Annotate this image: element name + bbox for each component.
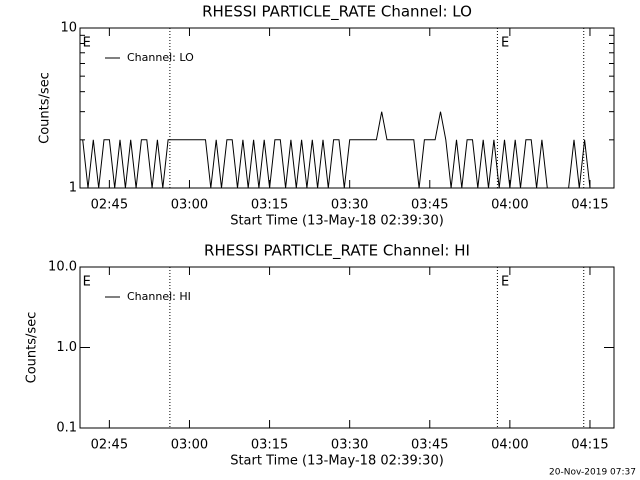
y-tick-label: 1 xyxy=(69,181,77,196)
x-tick-label: 03:00 xyxy=(171,438,208,453)
x-tick-label: 04:15 xyxy=(571,198,608,213)
annotation: E xyxy=(83,36,91,51)
legend-label: Channel: HI xyxy=(127,290,191,303)
y-tick-label: 10.0 xyxy=(48,260,77,275)
plot-frame xyxy=(79,27,615,189)
x-tick-label: 02:45 xyxy=(91,438,128,453)
y-tick-label: 1.0 xyxy=(56,340,77,355)
legend-label: Channel: LO xyxy=(127,51,194,64)
data-line xyxy=(82,111,612,189)
x-tick-label: 03:45 xyxy=(411,438,448,453)
chart-title: RHESSI PARTICLE_RATE Channel: HI xyxy=(204,242,470,261)
x-tick-label: 03:45 xyxy=(411,198,448,213)
y-tick-label: 10 xyxy=(60,21,77,36)
annotation: E xyxy=(83,275,91,290)
x-axis-label: Start Time (13-May-18 02:39:30) xyxy=(230,454,444,469)
x-tick-label: 03:30 xyxy=(331,198,368,213)
annotation: E xyxy=(501,275,509,290)
x-tick-label: 04:15 xyxy=(571,438,608,453)
x-tick-label: 03:15 xyxy=(251,438,288,453)
chart-title: RHESSI PARTICLE_RATE Channel: LO xyxy=(202,3,472,22)
timestamp: 20-Nov-2019 07:37 xyxy=(549,468,636,478)
y-tick-label: 0.1 xyxy=(56,421,77,436)
y-axis-label: Counts/sec xyxy=(25,312,40,384)
annotation: E xyxy=(501,36,509,51)
x-tick-label: 02:45 xyxy=(91,198,128,213)
x-tick-label: 04:00 xyxy=(491,198,528,213)
x-tick-label: 04:00 xyxy=(491,438,528,453)
x-tick-label: 03:15 xyxy=(251,198,288,213)
x-axis-label: Start Time (13-May-18 02:39:30) xyxy=(230,214,444,229)
y-axis-label: Counts/sec xyxy=(38,72,53,144)
x-tick-label: 03:30 xyxy=(331,438,368,453)
x-tick-label: 03:00 xyxy=(171,198,208,213)
